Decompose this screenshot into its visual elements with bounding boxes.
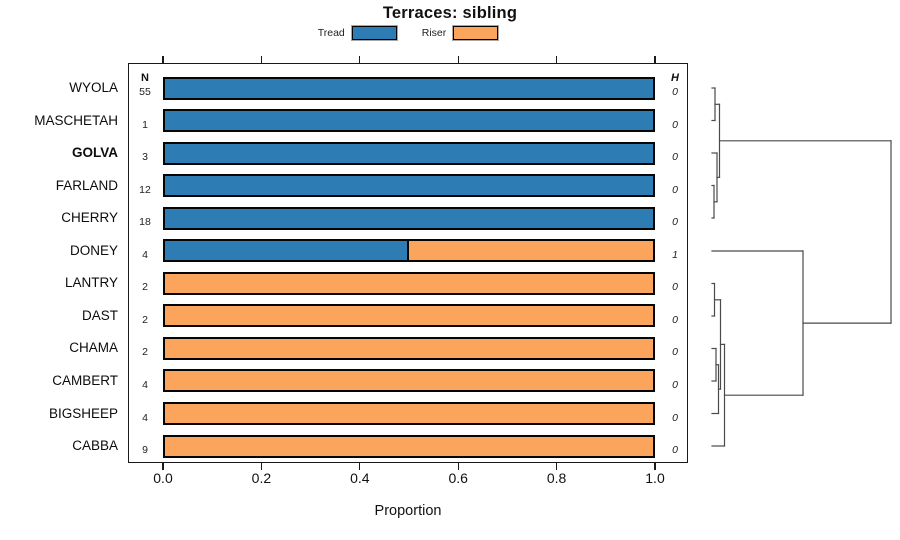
- bar-segment-tread: [163, 174, 655, 198]
- bar-segment-tread: [163, 239, 409, 263]
- x-tick-top: [359, 56, 361, 63]
- n-value: 2: [142, 313, 148, 326]
- bar-segment-tread: [163, 141, 655, 165]
- plot-area: [128, 63, 688, 463]
- h-value: 0: [672, 86, 678, 98]
- category-label: FARLAND: [55, 177, 118, 193]
- h-value: 0: [672, 183, 678, 196]
- category-label: BIGSHEEP: [48, 405, 118, 421]
- category-label: CAMBERT: [52, 372, 118, 388]
- category-label: MASCHETAH: [34, 112, 118, 128]
- x-tick-label: 0.8: [546, 470, 567, 486]
- column-header-n: N: [141, 72, 149, 84]
- x-axis-label: Proportion: [374, 503, 442, 519]
- h-value: 0: [672, 411, 678, 424]
- n-value: 3: [142, 151, 148, 164]
- n-value: 2: [142, 346, 148, 359]
- h-value: 0: [672, 378, 678, 391]
- category-label: LANTRY: [64, 275, 118, 291]
- x-tick-label: 1.0: [645, 470, 665, 486]
- bar-segment-riser: [163, 434, 655, 458]
- x-tick-label: 0.2: [251, 470, 272, 486]
- n-value: 4: [142, 248, 148, 261]
- bar-segment-tread: [163, 109, 655, 133]
- x-tick: [654, 463, 656, 470]
- n-value: 1: [142, 118, 148, 131]
- x-tick-top: [654, 56, 656, 63]
- n-value: 12: [139, 183, 151, 196]
- x-tick-top: [260, 56, 263, 63]
- bar-segment-riser: [163, 336, 655, 360]
- x-tick-top: [556, 56, 558, 63]
- legend-swatch-riser: [452, 25, 500, 41]
- n-value: 55: [139, 86, 151, 98]
- n-value: 2: [142, 281, 148, 294]
- legend: Tread Riser: [128, 25, 688, 41]
- h-value: 0: [672, 444, 678, 457]
- bar-segment-riser: [407, 239, 655, 263]
- legend-label-riser: Riser: [421, 27, 447, 39]
- legend-item-riser: Riser: [421, 25, 500, 41]
- chart-title: Terraces: sibling: [382, 4, 518, 22]
- bar-segment-riser: [163, 304, 655, 328]
- h-value: 1: [672, 248, 678, 261]
- n-value: 18: [139, 216, 151, 229]
- x-tick: [556, 463, 558, 470]
- bar-segment-tread: [163, 206, 655, 230]
- category-label: CHERRY: [61, 210, 118, 226]
- bar-segment-riser: [163, 271, 655, 295]
- category-label: GOLVA: [72, 145, 118, 161]
- x-tick-label: 0.4: [350, 470, 370, 486]
- category-label: CABBA: [72, 438, 118, 454]
- h-value: 0: [672, 216, 678, 229]
- h-value: 0: [672, 346, 678, 359]
- x-tick: [162, 463, 164, 470]
- x-tick: [359, 463, 361, 470]
- bar-segment-riser: [163, 369, 655, 393]
- category-label: WYOLA: [69, 80, 118, 95]
- h-value: 0: [672, 151, 678, 164]
- x-tick-label: 0.0: [153, 470, 173, 486]
- x-tick: [457, 463, 459, 470]
- h-value: 0: [672, 118, 678, 131]
- bar-segment-riser: [163, 402, 655, 425]
- h-value: 0: [672, 281, 678, 294]
- x-tick-top: [162, 56, 164, 63]
- bar-segment-tread: [163, 76, 655, 100]
- n-value: 4: [142, 378, 148, 391]
- n-value: 9: [142, 444, 148, 457]
- x-tick: [260, 463, 263, 470]
- category-label: DONEY: [69, 242, 118, 258]
- legend-label-tread: Tread: [317, 27, 345, 39]
- column-header-h: H: [671, 72, 679, 84]
- x-tick-label: 0.6: [448, 470, 468, 486]
- n-value: 4: [142, 411, 148, 424]
- x-tick-top: [457, 56, 459, 63]
- h-value: 0: [672, 313, 678, 326]
- legend-swatch-tread: [350, 25, 398, 41]
- category-label: CHAMA: [69, 340, 118, 356]
- category-label: DAST: [81, 307, 118, 323]
- legend-item-tread: Tread: [317, 25, 398, 41]
